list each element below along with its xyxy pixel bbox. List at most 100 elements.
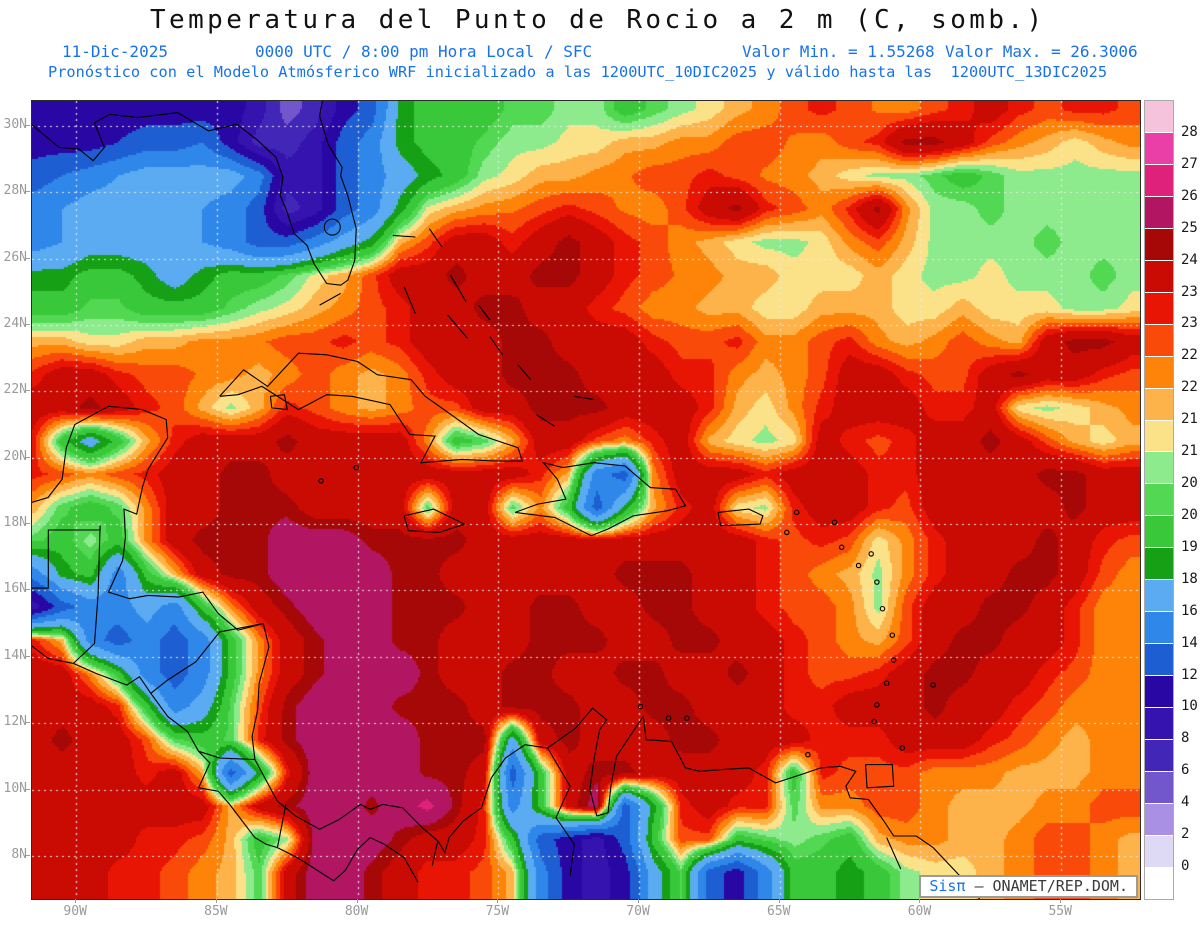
colorbar-cell-11 <box>1145 452 1173 485</box>
lake-okeechobee-outline <box>323 218 341 236</box>
colorbar-cell-10 <box>1145 420 1173 453</box>
colorbar-cell-19 <box>1145 708 1173 741</box>
lon-tick-80W <box>356 899 358 903</box>
lat-label-14N: 14N <box>3 647 27 663</box>
colorbar-label-25: 25 <box>1181 219 1198 236</box>
colorbar-cell-8 <box>1145 356 1173 389</box>
lat-tick-20N <box>25 456 30 458</box>
colorbar-cell-7 <box>1145 324 1173 357</box>
colorbar-cell-23 <box>1145 835 1173 868</box>
colorbar-label-20.5: 20.5 <box>1181 475 1200 492</box>
lon-tick-85W <box>215 899 217 903</box>
colorbar-cell-18 <box>1145 676 1173 709</box>
colorbar-cell-21 <box>1145 772 1173 804</box>
colorbar-label-27: 27 <box>1181 155 1198 172</box>
coastline-path <box>198 750 255 761</box>
island-dot <box>855 562 862 569</box>
lon-tick-75W <box>497 899 499 903</box>
colorbar-label-4: 4 <box>1181 794 1190 811</box>
colorbar-cell-9 <box>1145 388 1173 421</box>
lat-label-24N: 24N <box>3 315 27 331</box>
colorbar-cell-24 <box>1145 867 1173 899</box>
colorbar-label-16: 16 <box>1181 602 1198 619</box>
lat-label-10N: 10N <box>3 780 27 796</box>
coastline-path <box>392 234 416 238</box>
coastline-path <box>150 623 264 694</box>
lat-tick-24N <box>25 323 30 325</box>
coastline-path <box>450 274 467 302</box>
agency-label: – ONAMET/REP.DOM. <box>965 877 1128 895</box>
colorbar-label-18: 18 <box>1181 570 1198 587</box>
colorbar-cell-2 <box>1145 164 1173 197</box>
lat-tick-12N <box>25 722 30 724</box>
value-max: Valor Max. = 26.3006 <box>945 42 1138 61</box>
colorbar-label-24.5: 24.5 <box>1181 251 1200 268</box>
lon-label-65W: 65W <box>767 904 791 919</box>
island-dot <box>871 718 877 725</box>
lat-label-26N: 26N <box>3 249 27 265</box>
lat-label-22N: 22N <box>3 382 27 398</box>
brand-label: Sisπ <box>929 877 966 895</box>
colorbar-cell-6 <box>1145 292 1173 325</box>
lat-tick-8N <box>25 854 30 856</box>
lat-tick-18N <box>25 523 30 525</box>
colorbar-label-28: 28 <box>1181 123 1198 140</box>
value-min: Valor Min. = 1.55268 <box>742 42 935 61</box>
coastline-path <box>319 292 341 306</box>
map-panel: Sisπ – ONAMET/REP.DOM. <box>31 100 1141 900</box>
lon-tick-60W <box>919 899 921 903</box>
island-dot <box>805 751 811 758</box>
valid-date: 11-Dic-2025 <box>62 42 168 61</box>
island-dot <box>784 529 790 536</box>
island-dot <box>889 632 896 638</box>
coastline-path <box>32 101 357 286</box>
lat-label-8N: 8N <box>11 846 27 862</box>
forecast-subtitle: Pronóstico con el Modelo Atmósferico WRF… <box>48 63 1108 81</box>
lon-label-85W: 85W <box>204 904 228 919</box>
island-dot <box>353 464 359 471</box>
lat-label-18N: 18N <box>3 515 27 531</box>
island-dot <box>890 657 897 663</box>
coastline-path <box>219 352 524 464</box>
lat-label-30N: 30N <box>3 116 27 132</box>
island-dot <box>874 579 880 585</box>
colorbar-label-2: 2 <box>1181 826 1190 843</box>
island-dot <box>637 703 644 710</box>
lon-tick-55W <box>1060 899 1062 903</box>
island-dot <box>665 715 672 721</box>
coastline-path <box>428 228 443 248</box>
colorbar-label-10: 10 <box>1181 698 1198 715</box>
lat-tick-28N <box>25 191 30 193</box>
coastline-path <box>447 314 468 339</box>
lon-tick-70W <box>638 899 640 903</box>
coastline-path <box>32 645 419 883</box>
colorbar-label-21: 21 <box>1181 443 1198 460</box>
page-title: Temperatura del Punto de Rocio a 2 m (C,… <box>150 5 1046 35</box>
colorbar <box>1144 100 1174 900</box>
island-dot <box>930 682 936 688</box>
lon-label-55W: 55W <box>1048 904 1072 919</box>
coastline-path <box>517 364 532 381</box>
dewpoint-field-canvas <box>32 101 1140 899</box>
lon-label-75W: 75W <box>485 904 510 919</box>
coastline-path <box>97 525 101 595</box>
colorbar-label-21.5: 21.5 <box>1181 411 1200 428</box>
colorbar-cell-1 <box>1145 132 1173 165</box>
island-dot <box>883 680 890 687</box>
coastline-path <box>73 594 99 664</box>
lat-tick-10N <box>25 788 30 790</box>
lat-tick-22N <box>25 390 30 392</box>
valid-time: 0000 UTC / 8:00 pm Hora Local / SFC <box>255 42 593 61</box>
colorbar-cell-14 <box>1145 548 1173 581</box>
colorbar-label-6: 6 <box>1181 762 1190 779</box>
colorbar-cell-5 <box>1145 260 1173 293</box>
island-dot <box>318 478 324 484</box>
coastline-path <box>403 508 467 533</box>
lon-label-60W: 60W <box>907 904 932 919</box>
lat-tick-14N <box>25 655 30 657</box>
colorbar-cell-13 <box>1145 516 1173 549</box>
coastline-path <box>478 304 491 321</box>
island-dot <box>684 715 690 721</box>
lat-tick-16N <box>25 589 30 591</box>
coastline-path <box>32 405 981 899</box>
